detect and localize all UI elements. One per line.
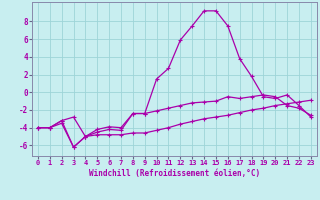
X-axis label: Windchill (Refroidissement éolien,°C): Windchill (Refroidissement éolien,°C) bbox=[89, 169, 260, 178]
